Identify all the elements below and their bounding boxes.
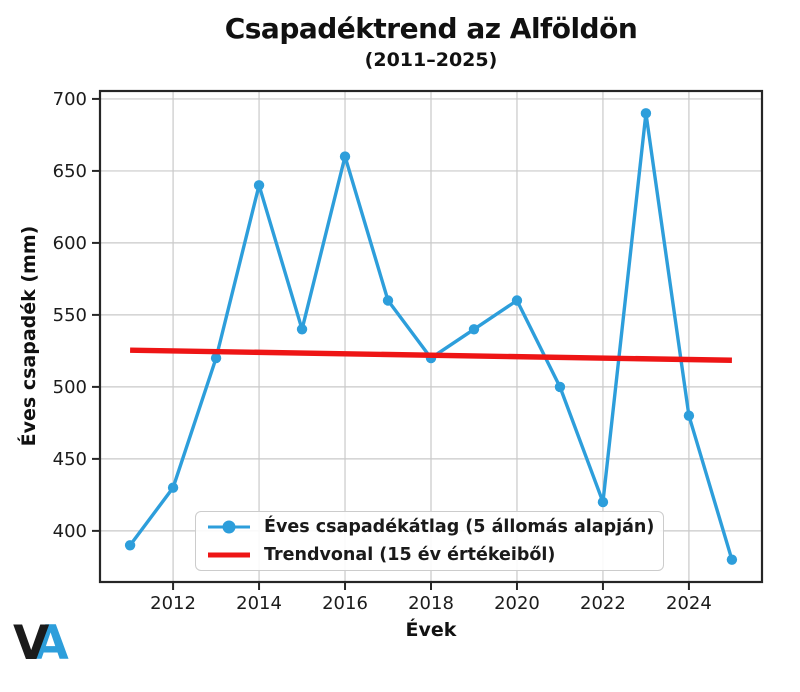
chart-title: Csapadéktrend az Alföldön bbox=[224, 12, 638, 45]
y-axis-label: Éves csapadék (mm) bbox=[18, 225, 40, 447]
legend-label-precipitation: Éves csapadékátlag (5 állomás alapján) bbox=[264, 517, 655, 537]
y-tick-label: 650 bbox=[53, 161, 87, 182]
logo-letter-v: V bbox=[13, 616, 50, 671]
data-point-marker bbox=[339, 151, 351, 162]
legend-item-precipitation: Éves csapadékátlag (5 állomás alapján) bbox=[208, 515, 655, 539]
y-tick-label: 550 bbox=[53, 305, 87, 326]
x-tick-label: 2022 bbox=[580, 593, 626, 614]
data-point-marker bbox=[253, 180, 265, 191]
data-point-marker bbox=[511, 295, 523, 306]
x-tick-label: 2014 bbox=[236, 593, 282, 614]
data-point-marker bbox=[554, 381, 566, 393]
data-point-marker bbox=[468, 324, 480, 335]
data-point-marker bbox=[726, 554, 738, 565]
logo-letter-a: A bbox=[32, 616, 69, 671]
x-tick-label: 2012 bbox=[150, 593, 196, 614]
y-tick-label: 600 bbox=[53, 233, 87, 254]
data-point-marker bbox=[640, 108, 652, 119]
legend: Éves csapadékátlag (5 állomás alapján) T… bbox=[195, 511, 664, 571]
chart-subtitle: (2011–2025) bbox=[364, 49, 498, 71]
legend-label-trend: Trendvonal (15 év értékeiből) bbox=[264, 545, 556, 565]
x-tick-label: 2024 bbox=[666, 593, 712, 614]
data-point-marker bbox=[167, 482, 179, 493]
data-point-marker bbox=[210, 352, 222, 364]
data-point-marker bbox=[124, 540, 136, 551]
blue-dot-swatch bbox=[222, 520, 236, 534]
data-point-marker bbox=[382, 295, 394, 306]
y-tick-label: 450 bbox=[53, 449, 87, 470]
data-point-marker bbox=[683, 410, 695, 421]
x-axis-label: Évek bbox=[405, 619, 457, 641]
va-logo: VA bbox=[13, 618, 69, 670]
x-tick-label: 2020 bbox=[494, 593, 540, 614]
red-line-swatch bbox=[208, 552, 250, 558]
trend-line bbox=[130, 347, 732, 363]
x-tick-label: 2018 bbox=[408, 593, 454, 614]
legend-item-trend: Trendvonal (15 év értékeiből) bbox=[208, 543, 651, 567]
data-point-marker bbox=[296, 324, 308, 335]
y-tick-label: 500 bbox=[53, 377, 87, 398]
legend-line-marker-sample bbox=[208, 515, 250, 539]
y-tick-label: 700 bbox=[53, 89, 87, 110]
y-tick-label: 400 bbox=[53, 521, 87, 542]
data-point-marker bbox=[597, 496, 609, 508]
plot-border bbox=[98, 89, 764, 584]
legend-trend-sample bbox=[208, 543, 250, 567]
x-tick-label: 2016 bbox=[322, 593, 368, 614]
